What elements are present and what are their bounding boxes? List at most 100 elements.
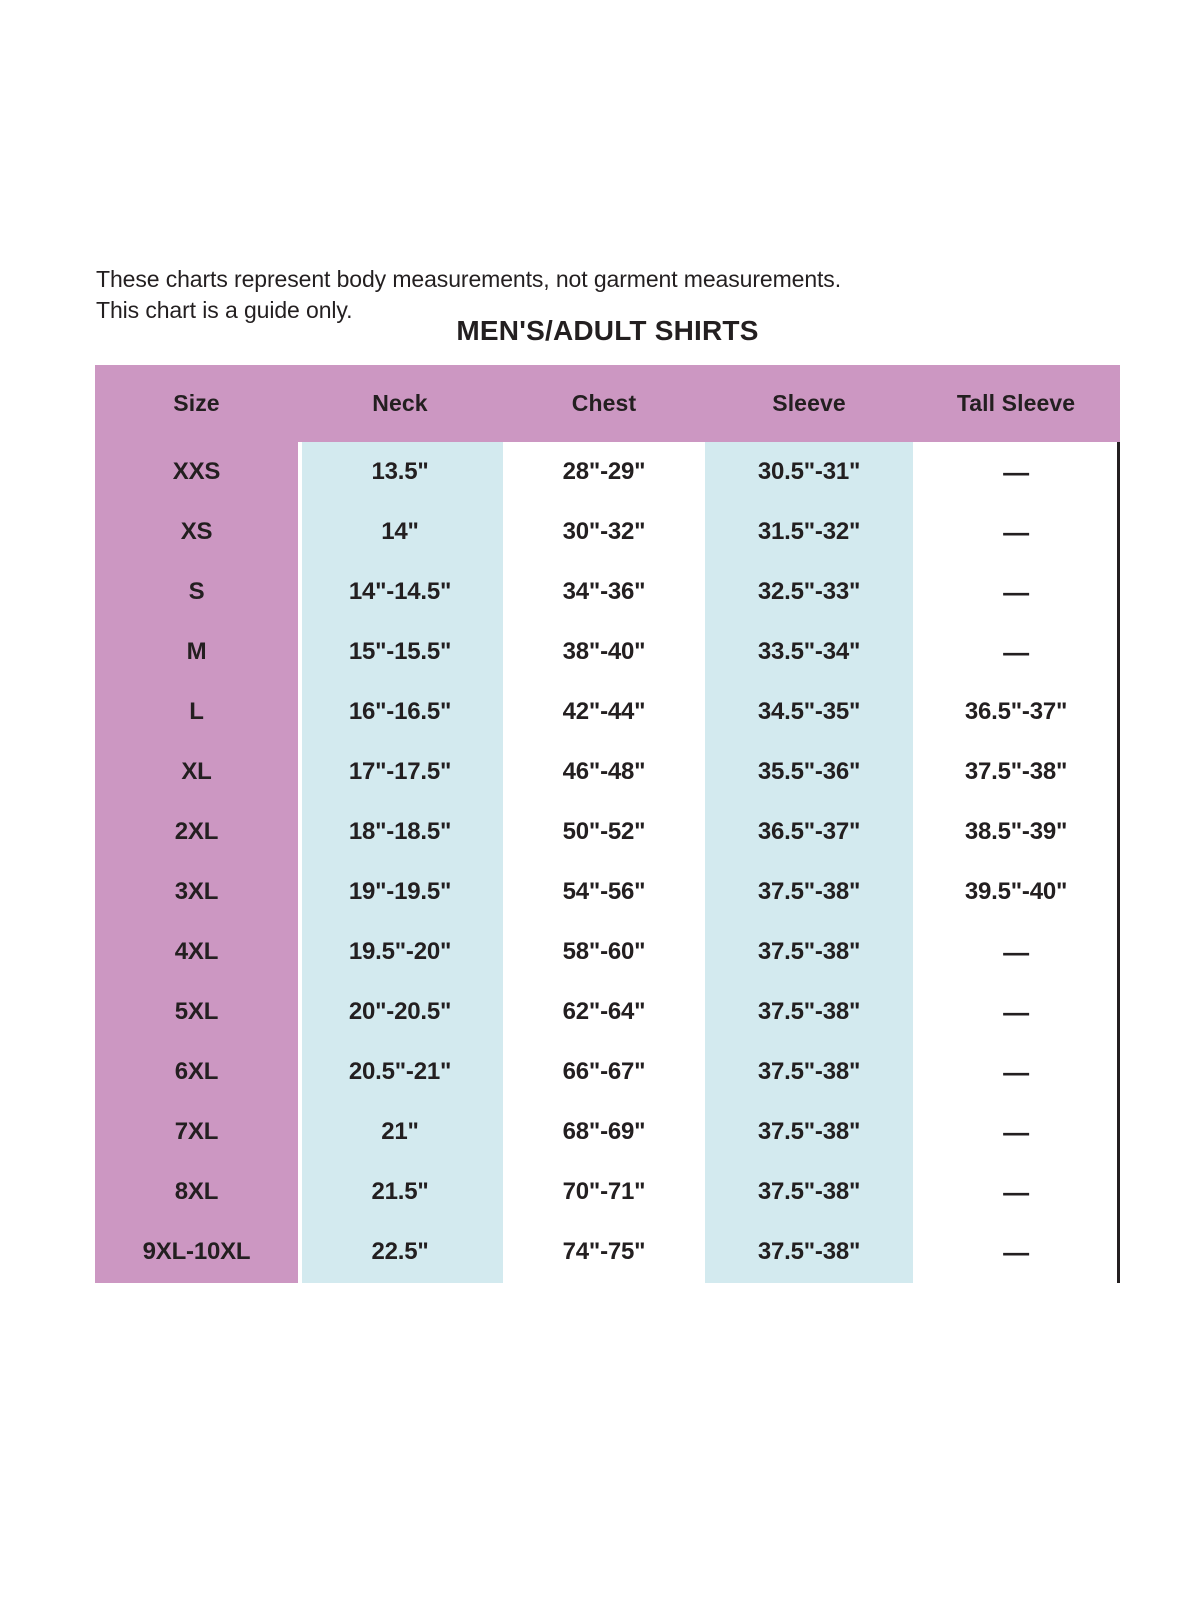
cell-tall: —: [1003, 636, 1029, 667]
cell-tall: 37.5"-38": [964, 758, 1068, 785]
table-grid: Size Neck Chest Sleeve Tall Sleeve XXS 13.5" 28…: [95, 365, 1120, 1283]
cell-sleeve: 37.5"-38": [757, 1178, 861, 1205]
header-row-band: [95, 365, 1120, 442]
table-row: XL 17"-17.5" 46"-48" 35.5"-36" 37.5"-38": [95, 742, 1120, 802]
cell-tall: 39.5"-40": [964, 878, 1068, 905]
cell-chest: 58"-60": [562, 938, 646, 965]
cell-sleeve: 33.5"-34": [757, 638, 861, 665]
cell-neck: 17"-17.5": [348, 758, 452, 785]
cell-size: XS: [180, 518, 213, 545]
cell-neck: 13.5": [371, 458, 429, 485]
cell-neck: 20.5"-21": [348, 1058, 452, 1085]
cell-size: 7XL: [174, 1118, 219, 1145]
cell-sleeve: 34.5"-35": [757, 698, 861, 725]
cell-chest: 54"-56": [562, 878, 646, 905]
cell-size: M: [186, 638, 207, 665]
cell-neck: 18"-18.5": [348, 818, 452, 845]
column-header-chest: Chest: [571, 390, 637, 416]
cell-sleeve: 37.5"-38": [757, 878, 861, 905]
cell-size: XL: [181, 758, 212, 785]
cell-size: 4XL: [174, 938, 219, 965]
cell-chest: 34"-36": [562, 578, 646, 605]
cell-tall: —: [1003, 1116, 1029, 1147]
cell-chest: 46"-48": [562, 758, 646, 785]
cell-sleeve: 36.5"-37": [757, 818, 861, 845]
cell-chest: 68"-69": [562, 1118, 646, 1145]
cell-neck: 21.5": [371, 1178, 429, 1205]
cell-size: 6XL: [174, 1058, 219, 1085]
column-header-neck: Neck: [372, 390, 428, 416]
cell-chest: 50"-52": [562, 818, 646, 845]
table-header-row: Size Neck Chest Sleeve Tall Sleeve: [95, 365, 1120, 442]
cell-chest: 62"-64": [562, 998, 646, 1025]
cell-sleeve: 35.5"-36": [757, 758, 861, 785]
cell-chest: 42"-44": [562, 698, 646, 725]
cell-tall: —: [1003, 576, 1029, 607]
cell-size: 2XL: [174, 818, 219, 845]
cell-chest: 38"-40": [562, 638, 646, 665]
sleeve-column-band: [705, 442, 913, 1283]
cell-size: 3XL: [174, 878, 219, 905]
cell-tall: 38.5"-39": [964, 818, 1068, 845]
cell-size: S: [188, 578, 205, 605]
column-header-size: Size: [173, 390, 220, 416]
table-row: XS 14" 30"-32" 31.5"-32" —: [95, 502, 1120, 562]
cell-sleeve: 31.5"-32": [757, 518, 861, 545]
cell-neck: 19"-19.5": [348, 878, 452, 905]
intro-line-1: These charts represent body measurements…: [96, 266, 841, 292]
cell-tall: —: [1003, 456, 1029, 487]
cell-sleeve: 37.5"-38": [757, 1238, 861, 1265]
table-row: 6XL 20.5"-21" 66"-67" 37.5"-38" —: [95, 1042, 1120, 1102]
table-row: 2XL 18"-18.5" 50"-52" 36.5"-37" 38.5"-39": [95, 802, 1120, 862]
cell-chest: 66"-67": [562, 1058, 646, 1085]
neck-column-band: [302, 442, 503, 1283]
cell-sleeve: 37.5"-38": [757, 1118, 861, 1145]
table-row: 4XL 19.5"-20" 58"-60" 37.5"-38" —: [95, 922, 1120, 982]
table-row: 7XL 21" 68"-69" 37.5"-38" —: [95, 1102, 1120, 1162]
cell-neck: 14": [381, 518, 419, 545]
cell-size: 9XL-10XL: [142, 1238, 251, 1265]
intro-note: These charts represent body measurements…: [96, 264, 996, 326]
cell-tall: —: [1003, 936, 1029, 967]
cell-neck: 22.5": [371, 1238, 429, 1265]
cell-tall: —: [1003, 1176, 1029, 1207]
cell-tall: —: [1003, 1236, 1029, 1267]
size-chart-table: Size Neck Chest Sleeve Tall Sleeve XXS 13.5" 28…: [95, 365, 1120, 1283]
cell-sleeve: 37.5"-38": [757, 938, 861, 965]
table-row: L 16"-16.5" 42"-44" 34.5"-35" 36.5"-37": [95, 682, 1120, 742]
cell-neck: 21": [381, 1118, 419, 1145]
cell-chest: 30"-32": [562, 518, 646, 545]
cell-chest: 74"-75": [562, 1238, 646, 1265]
cell-tall: —: [1003, 516, 1029, 547]
cell-neck: 16"-16.5": [348, 698, 452, 725]
cell-neck: 20"-20.5": [348, 998, 452, 1025]
cell-size: 5XL: [174, 998, 219, 1025]
cell-neck: 19.5"-20": [348, 938, 452, 965]
cell-chest: 28"-29": [562, 458, 646, 485]
table-row: 9XL-10XL 22.5" 74"-75" 37.5"-38" —: [95, 1222, 1120, 1282]
table-row: M 15"-15.5" 38"-40" 33.5"-34" —: [95, 622, 1120, 682]
cell-size: XXS: [172, 458, 221, 485]
cell-neck: 15"-15.5": [348, 638, 452, 665]
cell-size: 8XL: [174, 1178, 219, 1205]
chart-title: MEN'S/ADULT SHIRTS: [456, 315, 759, 346]
table-row: 5XL 20"-20.5" 62"-64" 37.5"-38" —: [95, 982, 1120, 1042]
cell-tall: 36.5"-37": [964, 698, 1068, 725]
table-row: XXS 13.5" 28"-29" 30.5"-31" —: [95, 442, 1120, 502]
table-right-rule: [1117, 442, 1120, 1283]
table-row: S 14"-14.5" 34"-36" 32.5"-33" —: [95, 562, 1120, 622]
cell-size: L: [189, 698, 204, 725]
size-column-band: [95, 365, 298, 1283]
cell-chest: 70"-71": [562, 1178, 646, 1205]
cell-tall: —: [1003, 996, 1029, 1027]
cell-sleeve: 37.5"-38": [757, 1058, 861, 1085]
cell-neck: 14"-14.5": [348, 578, 452, 605]
column-header-tall: Tall Sleeve: [956, 390, 1076, 416]
table-row: 8XL 21.5" 70"-71" 37.5"-38" —: [95, 1162, 1120, 1222]
cell-sleeve: 32.5"-33": [757, 578, 861, 605]
cell-sleeve: 30.5"-31": [757, 458, 861, 485]
column-header-sleeve: Sleeve: [772, 390, 846, 416]
intro-line-2: This chart is a guide only.: [96, 297, 353, 323]
cell-sleeve: 37.5"-38": [757, 998, 861, 1025]
